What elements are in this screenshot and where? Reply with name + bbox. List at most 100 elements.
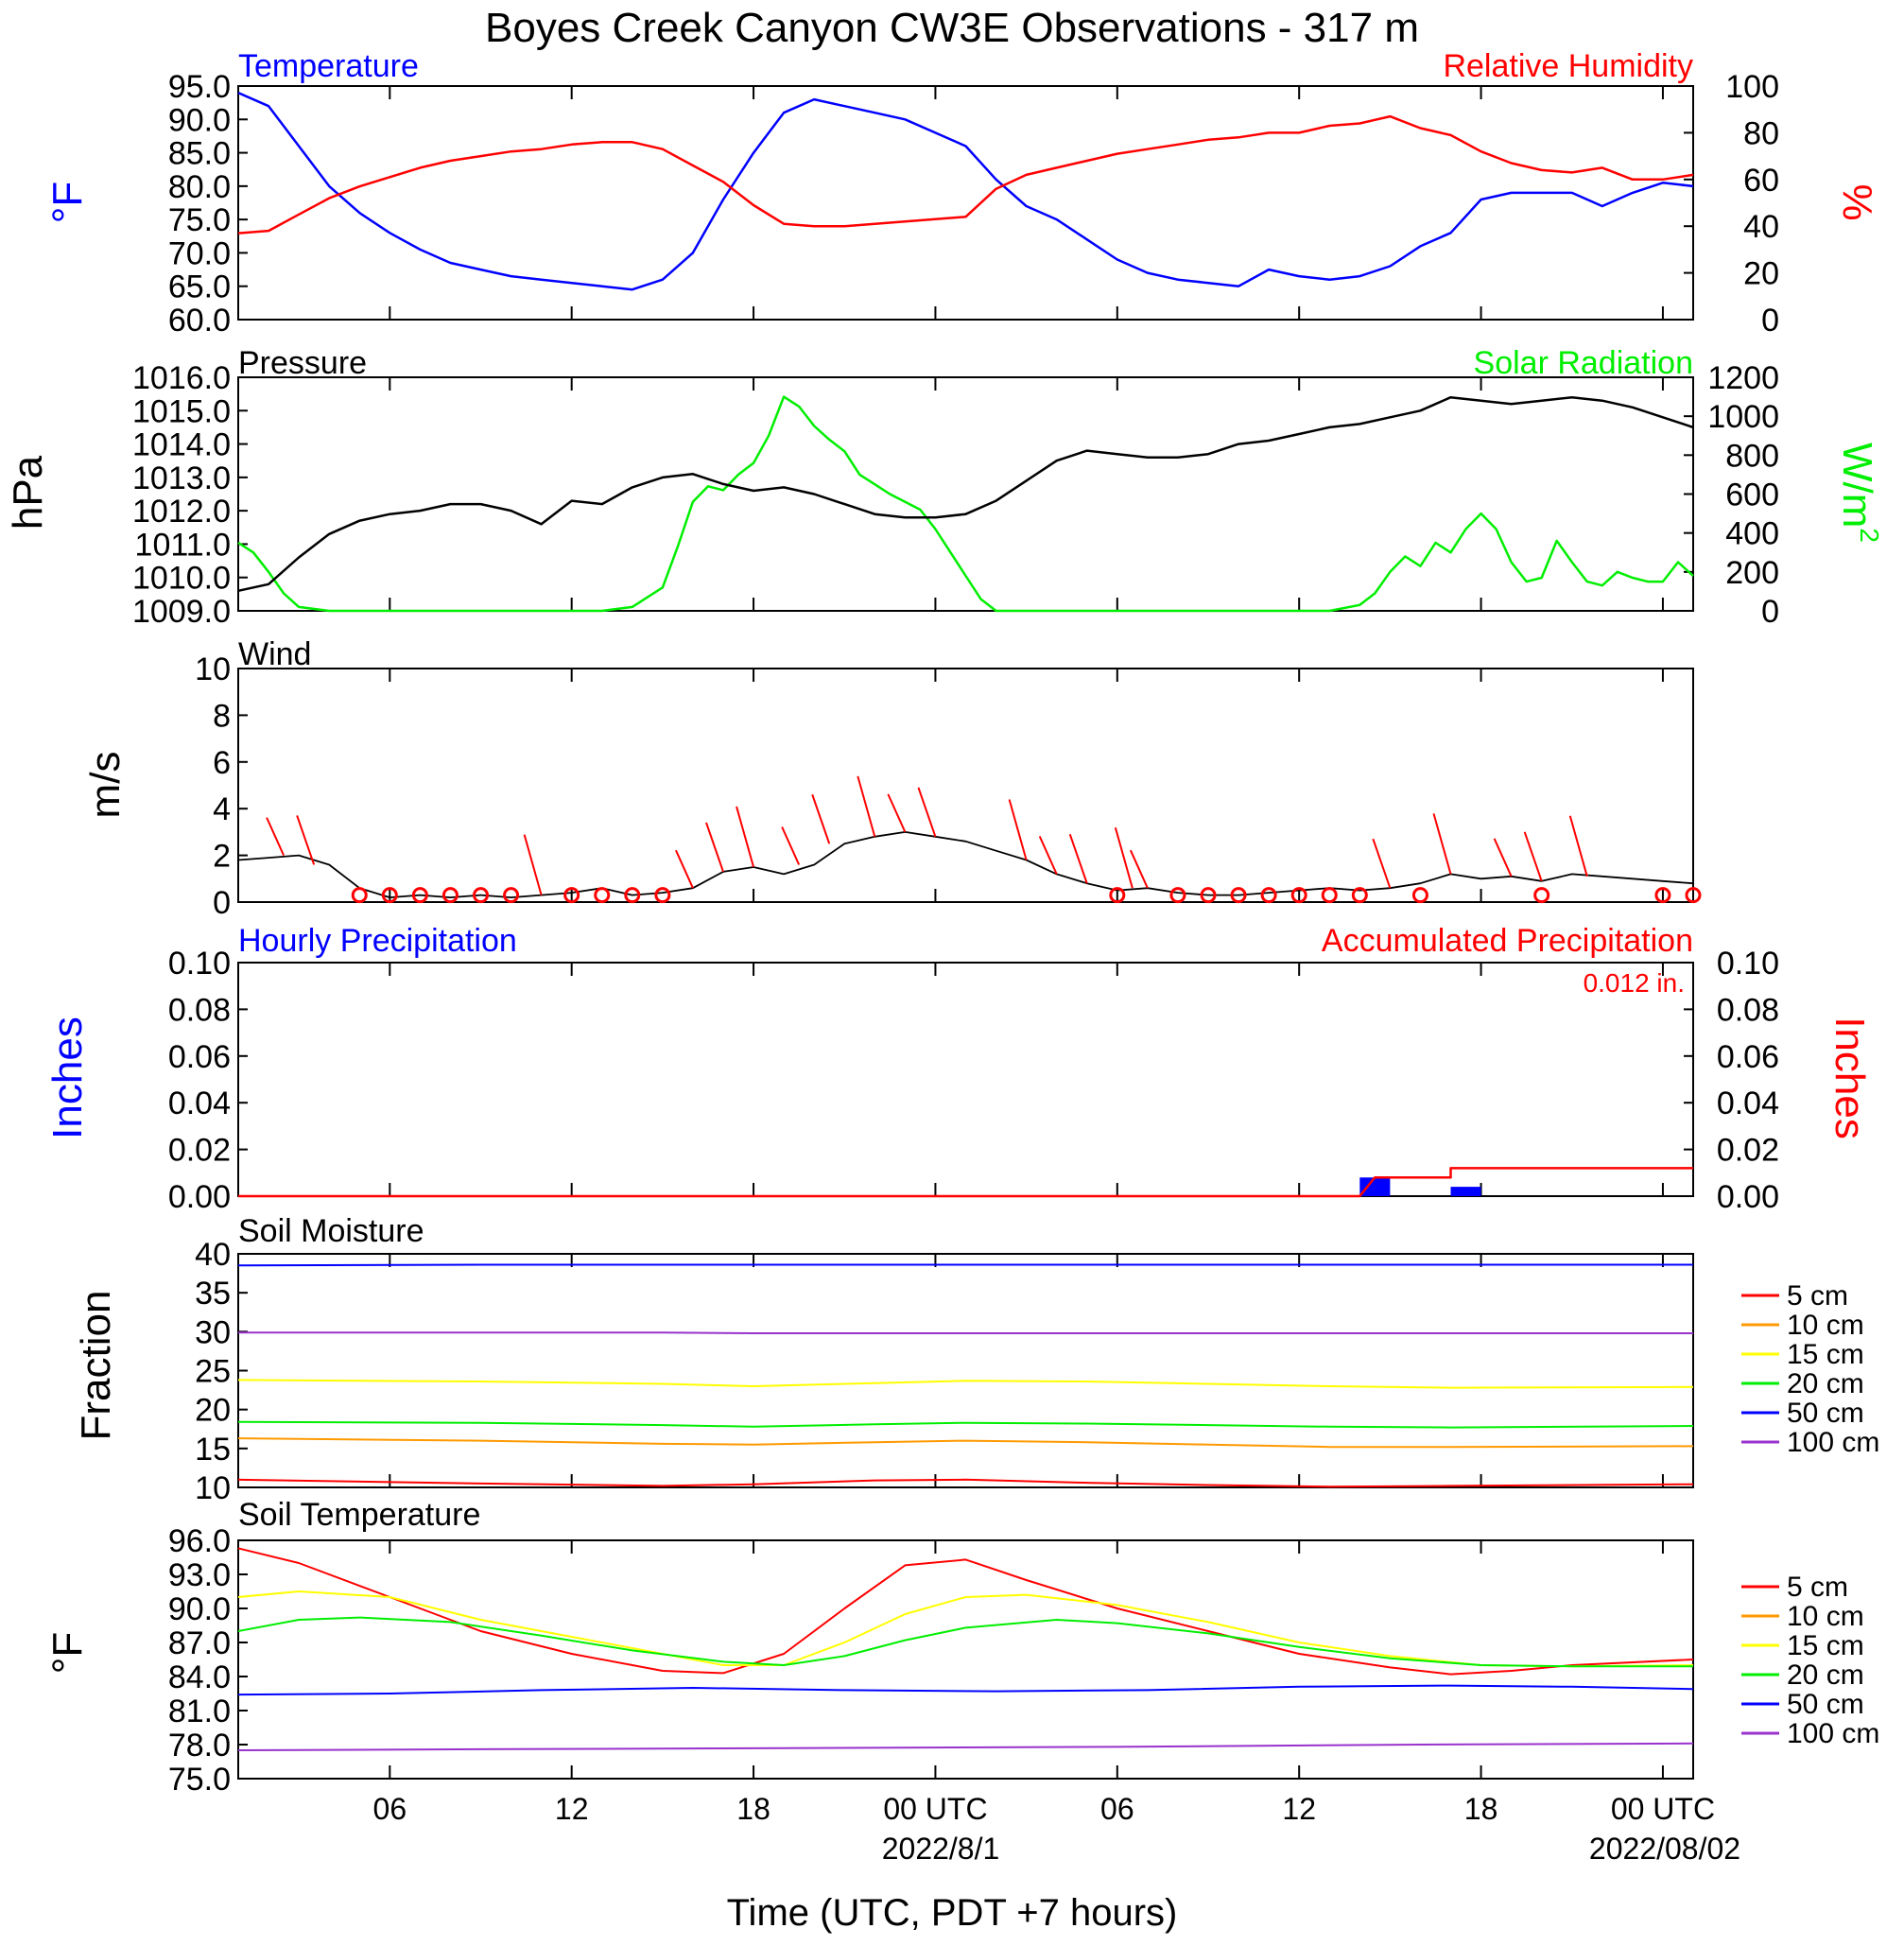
relative-humidity-line — [237, 114, 1694, 235]
y-tick-label-right: 1000 — [1707, 399, 1779, 435]
legend-label: 10 cm — [1787, 1310, 1864, 1341]
y-tick-label-right: 0.08 — [1717, 992, 1779, 1028]
y-tick-label-left: 90.0 — [168, 102, 231, 138]
calm-wind-marker — [563, 887, 580, 904]
chart-marks: 95.090.085.080.075.070.065.060.010080604… — [132, 69, 1879, 1826]
y-tick-label-left: 0.10 — [168, 946, 231, 982]
legend-label: 100 cm — [1787, 1427, 1879, 1458]
legend-label: 15 cm — [1787, 1630, 1864, 1661]
x-tick-label: 00 UTC — [883, 1792, 987, 1826]
panel-frame — [237, 85, 1694, 321]
y-tick-label-left: 0.08 — [168, 992, 231, 1028]
calm-wind-marker — [411, 887, 428, 904]
y-tick-label-right: 1200 — [1707, 360, 1779, 396]
y-tick-label-right: 0.00 — [1717, 1179, 1779, 1215]
wind-barb — [1372, 838, 1392, 889]
wind-barb — [1068, 833, 1088, 884]
y-tick-label-right: 0.04 — [1717, 1086, 1779, 1121]
legend-label: 10 cm — [1787, 1601, 1864, 1632]
y-tick-label-left: 0.00 — [168, 1179, 231, 1215]
soil-moisture-line — [237, 1478, 1694, 1488]
calm-wind-marker — [503, 887, 520, 904]
y-tick-label-left: 1011.0 — [135, 527, 231, 563]
wind-barb — [1038, 835, 1058, 875]
y-tick-label-left: 10 — [195, 652, 231, 687]
y-tick-label-right: 100 — [1725, 69, 1779, 105]
calm-wind-marker — [1654, 887, 1671, 904]
y-tick-label-left: 90.0 — [168, 1591, 231, 1627]
y-tick-label-left: 1012.0 — [132, 494, 231, 530]
wind-barb — [523, 834, 543, 895]
humidity-axis-label: % — [1834, 183, 1880, 220]
pressure-axis-label: hPa — [5, 455, 51, 530]
calm-wind-marker — [1230, 887, 1247, 904]
y-tick-label-left: 6 — [213, 745, 231, 781]
x-tick-label: 00 UTC — [1611, 1792, 1715, 1826]
x-tick-label: 06 — [1100, 1792, 1134, 1826]
y-tick-label-left: 78.0 — [168, 1728, 231, 1764]
y-tick-label-right: 0 — [1761, 303, 1779, 339]
wind-barb — [857, 775, 876, 838]
soil-moisture-line — [237, 1420, 1694, 1429]
accumulated-precip-title: Accumulated Precipitation — [1322, 923, 1693, 959]
y-tick-label-left: 35 — [195, 1276, 231, 1312]
wind-barb — [1568, 815, 1588, 877]
soil-moisture-line — [238, 1331, 1693, 1334]
calm-wind-marker — [654, 887, 671, 904]
calm-wind-marker — [1321, 887, 1338, 904]
panel-frame — [237, 962, 1694, 1197]
y-tick-label-left: 0.02 — [168, 1133, 231, 1169]
y-tick-label-left: 15 — [195, 1432, 231, 1468]
x-tick-label: 18 — [1464, 1792, 1498, 1826]
pressure-solar-panel: Pressure Solar Radiation hPa W/m2 — [5, 345, 1884, 543]
y-tick-label-right: 20 — [1743, 256, 1779, 292]
y-tick-label-right: 0.06 — [1717, 1039, 1779, 1075]
accumulated-precip-line — [238, 1167, 1693, 1198]
y-tick-label-left: 1015.0 — [132, 393, 231, 429]
legend-label: 100 cm — [1787, 1718, 1879, 1749]
legend-label: 50 cm — [1787, 1398, 1864, 1429]
hourly-precip-bar — [1450, 1187, 1481, 1196]
calm-wind-marker — [1533, 887, 1550, 904]
y-tick-label-left: 0.06 — [168, 1039, 231, 1075]
y-tick-label-left: 65.0 — [168, 269, 231, 305]
pressure-line — [237, 395, 1694, 593]
calm-wind-marker — [624, 887, 641, 904]
soil-temperature-title: Soil Temperature — [238, 1497, 480, 1533]
legend-label: 15 cm — [1787, 1339, 1864, 1370]
soil-moisture-title: Soil Moisture — [238, 1213, 424, 1249]
calm-wind-marker — [1200, 887, 1217, 904]
y-tick-label-left: 20 — [195, 1393, 231, 1429]
wind-speed-line — [237, 831, 1694, 898]
date-label-1: 2022/8/1 — [882, 1832, 1000, 1866]
calm-wind-marker — [1290, 887, 1307, 904]
accumulated-precip-axis-label: Inches — [1826, 1016, 1873, 1139]
y-tick-label-left: 75.0 — [168, 202, 231, 238]
soil-temperature-line — [237, 1547, 1694, 1676]
legend-label: 50 cm — [1787, 1689, 1864, 1720]
wind-barb — [781, 826, 801, 865]
solar-axis-label: W/m2 — [1834, 443, 1884, 543]
wind-barb — [736, 806, 755, 868]
y-tick-label-left: 4 — [213, 791, 231, 827]
soil-temperature-axis-label: °F — [44, 1632, 91, 1674]
legend-label: 20 cm — [1787, 1368, 1864, 1399]
y-tick-label-left: 70.0 — [168, 235, 231, 271]
y-tick-label-left: 1016.0 — [132, 360, 231, 396]
soil-temperature-line — [237, 1616, 1693, 1668]
y-tick-label-left: 25 — [195, 1354, 231, 1390]
y-tick-label-right: 0 — [1761, 594, 1779, 630]
y-tick-label-right: 600 — [1725, 478, 1779, 513]
figure-title: Boyes Creek Canyon CW3E Observations - 3… — [485, 5, 1419, 51]
wind-barb — [1129, 849, 1149, 889]
calm-wind-marker — [381, 887, 398, 904]
y-tick-label-left: 1009.0 — [132, 594, 231, 630]
temperature-humidity-panel: Temperature Relative Humidity °F % — [44, 48, 1880, 223]
hourly-precip-bar — [1359, 1177, 1391, 1196]
calm-wind-marker — [1411, 887, 1428, 904]
y-tick-label-left: 10 — [195, 1470, 231, 1506]
y-tick-label-left: 93.0 — [168, 1557, 231, 1593]
y-tick-label-left: 8 — [213, 698, 231, 734]
y-tick-label-left: 75.0 — [168, 1762, 231, 1798]
